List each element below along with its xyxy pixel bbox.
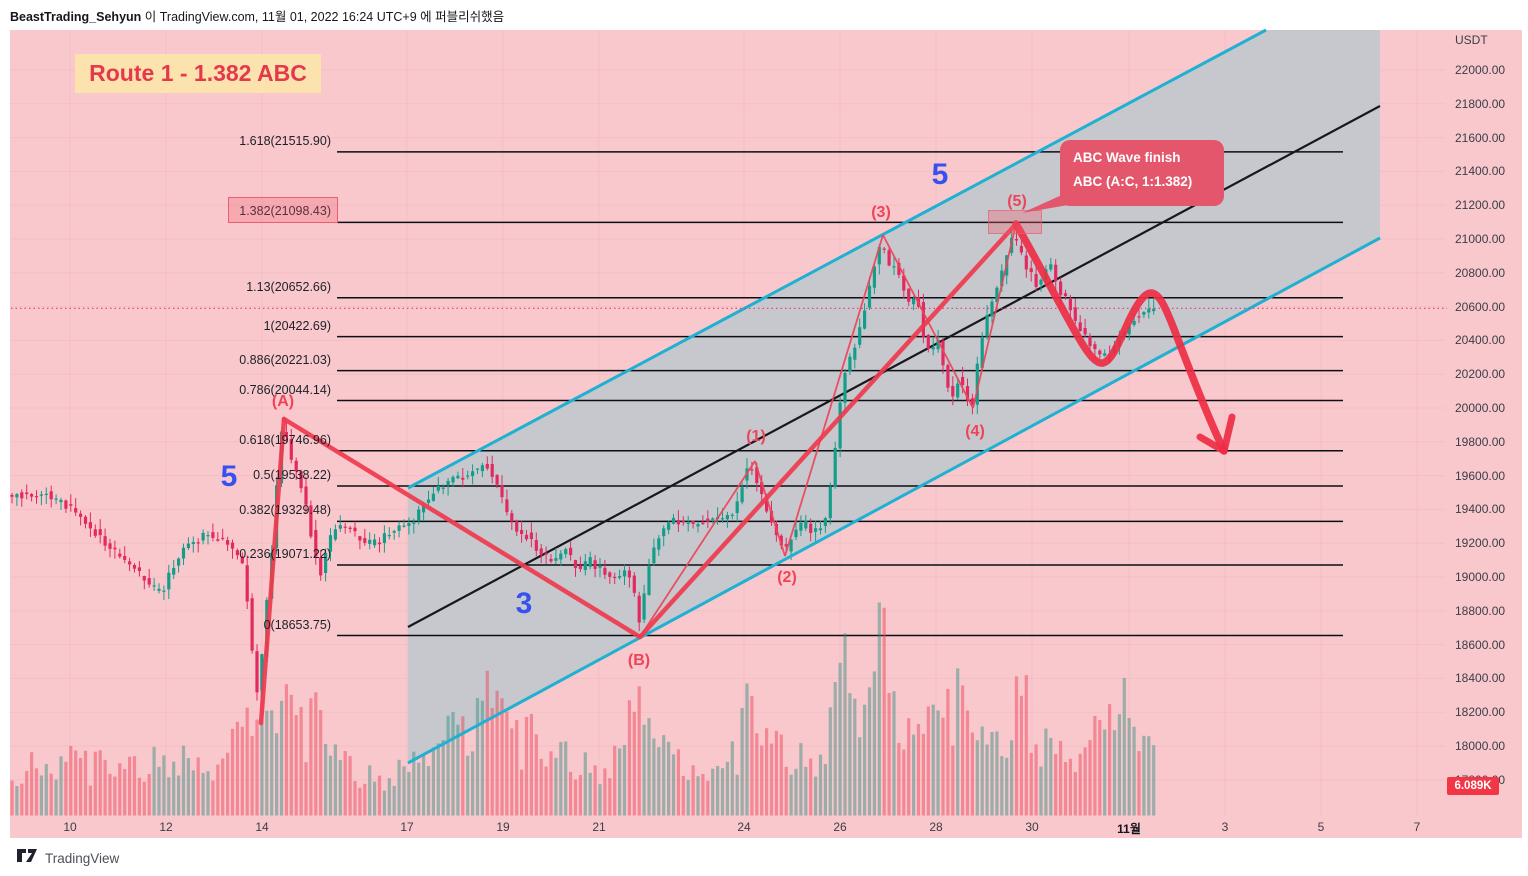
fib-level-label: 0.618(19746.96) bbox=[239, 432, 331, 447]
publish-info: BeastTrading_Sehyun 이 TradingView.com, 1… bbox=[10, 6, 504, 25]
price-axis-label: 18400.00 bbox=[1455, 671, 1506, 686]
price-axis-label: 20600.00 bbox=[1455, 299, 1506, 314]
price-axis-label: 21000.00 bbox=[1455, 232, 1506, 246]
price-axis-label: 20400.00 bbox=[1455, 333, 1506, 348]
date-axis-label: 11월 bbox=[1117, 822, 1141, 836]
chart-title-badge: Route 1 - 1.382 ABC bbox=[75, 54, 321, 93]
fib-level-label: 0.5(19538.22) bbox=[253, 468, 331, 483]
date-axis-label: 5 bbox=[1317, 820, 1325, 834]
price-axis-label: 20200.00 bbox=[1455, 367, 1506, 382]
date-axis-label: 19 bbox=[496, 820, 510, 834]
price-axis-label: 19000.00 bbox=[1455, 570, 1506, 584]
price-axis-label: 21200.00 bbox=[1455, 198, 1506, 213]
date-axis-label: 26 bbox=[833, 820, 847, 834]
fib-level-label: 1(20422.69) bbox=[263, 318, 331, 333]
price-axis-label: 18000.00 bbox=[1455, 739, 1506, 753]
tradingview-logo-icon[interactable] bbox=[16, 848, 38, 868]
fib-level-label: 0.382(19329.48) bbox=[239, 503, 331, 518]
price-axis-currency: USDT bbox=[1455, 33, 1488, 47]
wave-label: (5) bbox=[1007, 193, 1027, 210]
tradingview-attribution[interactable]: TradingView bbox=[16, 848, 119, 868]
price-axis-label: 19400.00 bbox=[1455, 502, 1506, 517]
price-axis-label: 19200.00 bbox=[1455, 536, 1506, 551]
callout-line1: ABC Wave finish bbox=[1073, 150, 1181, 165]
publish-details: 이 TradingView.com, 11월 01, 2022 16:24 UT… bbox=[141, 10, 505, 24]
wave-degree-label: 5 bbox=[931, 158, 949, 191]
price-axis-label: 19600.00 bbox=[1455, 468, 1506, 483]
volume-value-badge: 6.089K bbox=[1447, 777, 1499, 795]
publisher-username: BeastTrading_Sehyun bbox=[10, 10, 142, 24]
date-axis-label: 12 bbox=[159, 820, 173, 834]
price-axis-label: 18200.00 bbox=[1455, 705, 1506, 720]
wave-label: (3) bbox=[871, 204, 891, 221]
fib-level-label: 0.236(19071.22) bbox=[239, 546, 331, 561]
tradingview-logo-text[interactable]: TradingView bbox=[45, 850, 120, 866]
abc-wave-callout: ABC Wave finish ABC (A:C, 1:1.382) bbox=[1060, 140, 1224, 206]
fib-level-label: 1.382(21098.43) bbox=[239, 204, 331, 219]
fib-level-label: 1.13(20652.66) bbox=[246, 279, 331, 294]
date-axis-label: 21 bbox=[592, 820, 606, 834]
price-axis-label: 18800.00 bbox=[1455, 603, 1506, 618]
wave5-target-box bbox=[988, 210, 1042, 234]
fib-level-label: 1.618(21515.90) bbox=[239, 133, 331, 148]
chart-background bbox=[10, 30, 1522, 838]
wave-label: (B) bbox=[627, 652, 651, 669]
wave-label: (1) bbox=[746, 428, 766, 445]
wave-degree-label: 5 bbox=[220, 460, 238, 493]
date-axis-label: 17 bbox=[400, 820, 414, 834]
price-axis-label: 19800.00 bbox=[1455, 434, 1506, 449]
price-axis-label: 21400.00 bbox=[1455, 164, 1506, 179]
wave-label: (2) bbox=[777, 569, 797, 586]
date-axis-label: 14 bbox=[255, 820, 269, 834]
callout-tail bbox=[1020, 192, 1070, 216]
price-axis-label: 18600.00 bbox=[1455, 637, 1506, 652]
date-axis-label: 28 bbox=[929, 820, 943, 834]
price-axis-label: 20800.00 bbox=[1455, 265, 1506, 280]
price-axis-label: 22000.00 bbox=[1455, 63, 1506, 77]
wave-label: (4) bbox=[965, 423, 985, 440]
wave-degree-label: 3 bbox=[515, 587, 533, 620]
fib-level-label: 0(18653.75) bbox=[263, 617, 331, 632]
fib-level-label: 0.886(20221.03) bbox=[239, 352, 331, 367]
date-axis-label: 24 bbox=[737, 820, 751, 834]
date-axis-label: 30 bbox=[1025, 820, 1039, 834]
price-axis-label: 21800.00 bbox=[1455, 96, 1506, 111]
date-axis-label: 10 bbox=[63, 820, 77, 834]
date-axis-label: 3 bbox=[1221, 820, 1229, 834]
date-axis-label: 7 bbox=[1413, 820, 1421, 834]
wave-label: (A) bbox=[271, 393, 295, 410]
callout-line2: ABC (A:C, 1:1.382) bbox=[1073, 174, 1193, 189]
fib-1382-highlight-box bbox=[228, 197, 338, 223]
price-axis-label: 21600.00 bbox=[1455, 130, 1506, 145]
fib-level-label: 0.786(20044.14) bbox=[239, 382, 331, 397]
price-axis-label: 20000.00 bbox=[1455, 401, 1506, 415]
